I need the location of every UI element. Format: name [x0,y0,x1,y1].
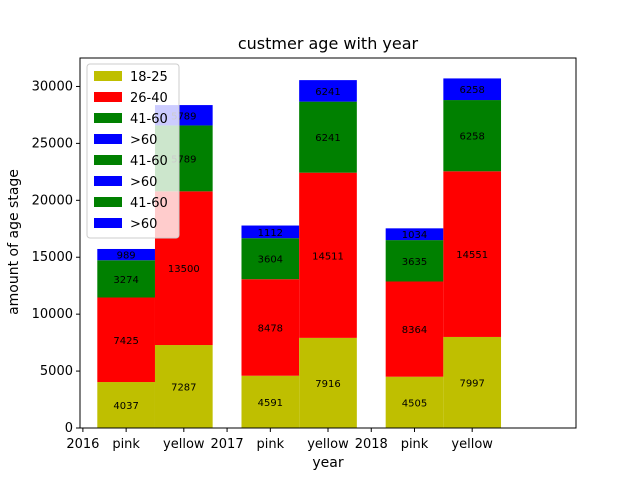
bar-segment [299,172,357,338]
x-tick-label: yellow [451,437,493,452]
legend-swatch [94,197,122,207]
bar-segment [241,279,300,376]
bar-segment [97,382,155,428]
bar-data-label: 4037 [113,401,138,412]
bar-data-label: 14551 [456,250,488,261]
bar-segment [97,260,155,298]
x-tick-label: 2016 [66,437,99,452]
bar-segment [154,345,213,428]
y-tick-label: 0 [65,421,73,436]
legend-swatch [94,113,122,123]
x-tick-label: yellow [163,437,205,452]
bar-segment [443,336,502,428]
legend-swatch [94,92,122,102]
bar-data-label: 8364 [402,325,427,336]
legend-swatch [94,134,122,144]
y-tick-label: 10000 [32,307,73,322]
bar-data-label: 6241 [315,87,340,98]
bar-data-label: 6258 [459,132,484,143]
legend-label: 18-25 [130,70,168,85]
bar-data-label: 4591 [258,398,283,409]
x-tick-label: 2018 [355,437,388,452]
bar-segment [97,248,155,261]
bar-data-label: 13500 [168,264,200,275]
legend-label: 41-60 [130,112,168,127]
legend: 18-25 26-40 41-60 >60 41-60 >60 41-60 >60 [86,63,180,239]
legend-swatch [94,71,122,81]
bar-data-label: 7425 [113,336,138,347]
bar-segment [443,100,502,172]
bar-data-label: 7287 [171,383,196,394]
bar-segment [241,225,300,239]
bar-segment [97,297,155,383]
bar-segment [443,78,502,101]
bar-data-label: 1034 [402,230,427,241]
bar-data-label: 1112 [258,228,283,239]
legend-label: >60 [130,133,157,148]
bar-data-label: 3604 [258,255,283,266]
bar-data-label: 3635 [402,257,427,268]
bar-data-label: 989 [117,251,136,262]
data-labels-layer: 4037 7425 3274 989 7287 13500 5789 5789 4591 8478… [113,85,488,412]
bar-data-label: 7916 [315,379,340,390]
legend-swatch [94,155,122,165]
x-tick-label: pink [257,437,285,452]
bar-segment [299,337,357,428]
x-tick-label: pink [112,437,140,452]
x-axis: 2016 2017 2018 pink yellow pink yellow pink yell… [66,428,493,452]
legend-frame [86,63,180,239]
bar-segment [385,376,444,428]
bar-data-label: 14511 [312,251,344,262]
bar-segment [299,80,357,102]
bar-data-label: 4505 [402,398,427,409]
x-axis-label: year [312,455,343,471]
bar-data-label: 8478 [258,323,283,334]
bar-data-label: 7997 [459,378,484,389]
y-axis-label: amount of age stage [6,169,22,315]
bar-segment [385,281,444,377]
bar-data-label: 5789 [171,154,196,165]
bar-segment [241,375,300,428]
legend-swatch [94,176,122,186]
y-tick-label: 30000 [32,79,73,94]
bar-data-label: 5789 [171,111,196,122]
y-axis: 0 5000 10000 15000 20000 25000 30000 [32,79,80,436]
legend-label: 41-60 [130,154,168,169]
legend-swatch [94,218,122,228]
x-tick-label: yellow [307,437,349,452]
x-tick-label: pink [401,437,429,452]
bar-segment [299,101,357,173]
y-tick-label: 5000 [40,364,73,379]
bar-segment [443,171,502,337]
chart-title: custmer age with year [238,34,419,53]
y-tick-label: 15000 [32,250,73,265]
bar-segment [385,228,444,241]
x-tick-label: 2017 [211,437,244,452]
bar-data-label: 3274 [113,275,138,286]
y-tick-label: 20000 [32,193,73,208]
bar-segment [385,240,444,282]
legend-label: >60 [130,217,157,232]
legend-label: >60 [130,175,157,190]
bar-data-label: 6258 [459,85,484,96]
legend-label: 41-60 [130,196,168,211]
bar-data-label: 6241 [315,133,340,144]
legend-label: 26-40 [130,91,168,106]
y-tick-label: 25000 [32,136,73,151]
bar-segment [241,238,300,280]
